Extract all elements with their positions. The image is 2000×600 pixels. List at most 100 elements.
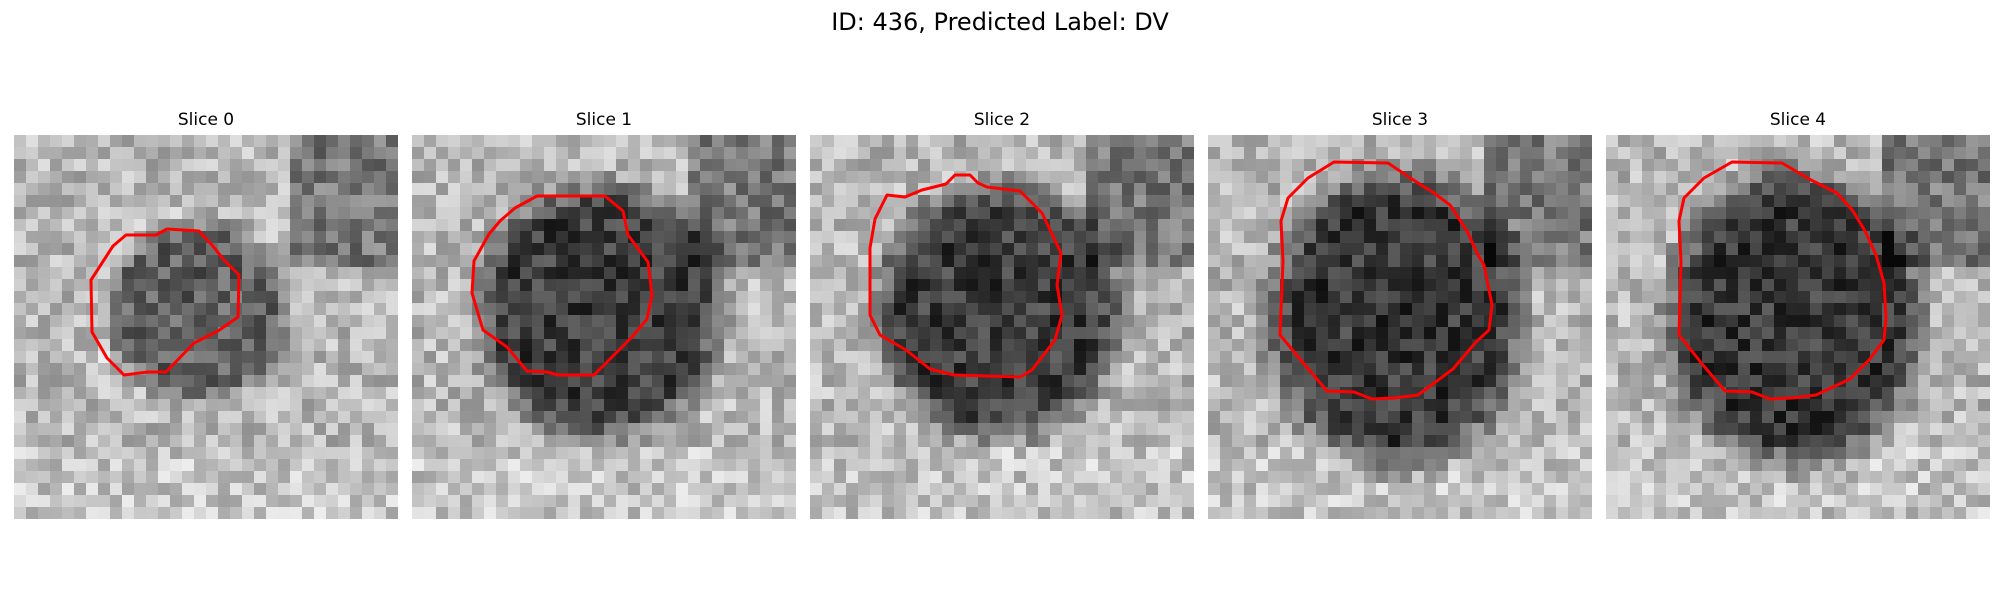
pixel [810, 279, 823, 292]
slice-image [1606, 135, 1990, 519]
pixel [1244, 483, 1257, 496]
pixel [1906, 231, 1919, 244]
pixel [1400, 495, 1413, 508]
pixel [1580, 375, 1592, 388]
pixel [1026, 219, 1039, 232]
pixel [134, 171, 147, 184]
pixel [1074, 243, 1087, 256]
pixel [1520, 363, 1533, 376]
pixel [110, 183, 123, 196]
pixel [1316, 303, 1329, 316]
pixel [314, 267, 327, 280]
pixel [386, 255, 398, 268]
pixel [834, 327, 847, 340]
pixel [664, 411, 677, 424]
pixel [942, 339, 955, 352]
pixel [604, 243, 617, 256]
pixel [496, 483, 509, 496]
pixel [1256, 279, 1269, 292]
pixel [1436, 135, 1449, 148]
pixel [1822, 423, 1835, 436]
pixel [194, 447, 207, 460]
pixel [1606, 135, 1619, 148]
pixel [760, 459, 773, 472]
pixel [760, 447, 773, 460]
pixel [98, 471, 111, 484]
pixel [1954, 135, 1967, 148]
pixel [1894, 327, 1907, 340]
pixel [146, 447, 159, 460]
pixel [688, 423, 701, 436]
pixel [1858, 255, 1871, 268]
pixel [74, 339, 87, 352]
pixel [194, 255, 207, 268]
pixel [1606, 231, 1619, 244]
pixel [460, 159, 473, 172]
pixel [1666, 375, 1679, 388]
pixel [26, 195, 39, 208]
pixel [736, 435, 749, 448]
pixel [1460, 195, 1473, 208]
pixel [1846, 315, 1859, 328]
pixel [520, 375, 533, 388]
pixel [784, 135, 796, 148]
pixel [230, 339, 243, 352]
pixel [736, 375, 749, 388]
pixel [98, 387, 111, 400]
pixel [712, 339, 725, 352]
pixel [628, 219, 641, 232]
pixel [110, 159, 123, 172]
pixel [736, 351, 749, 364]
pixel [1654, 399, 1667, 412]
pixel [1170, 483, 1183, 496]
pixel [1822, 171, 1835, 184]
pixel [1050, 495, 1063, 508]
pixel [350, 207, 363, 220]
pixel [1894, 207, 1907, 220]
pixel [1158, 375, 1171, 388]
pixel [1894, 435, 1907, 448]
pixel [1074, 315, 1087, 328]
pixel [966, 315, 979, 328]
pixel [1400, 507, 1413, 519]
pixel [1750, 267, 1763, 280]
pixel [846, 231, 859, 244]
pixel [1762, 159, 1775, 172]
pixel [218, 207, 231, 220]
pixel [1690, 411, 1703, 424]
pixel [520, 207, 533, 220]
pixel [772, 207, 785, 220]
pixel [362, 159, 375, 172]
pixel [290, 447, 303, 460]
pixel [772, 447, 785, 460]
pixel [1508, 183, 1521, 196]
pixel [822, 219, 835, 232]
pixel [206, 471, 219, 484]
pixel [1726, 339, 1739, 352]
pixel [496, 447, 509, 460]
pixel [1448, 267, 1461, 280]
pixel [870, 135, 883, 148]
pixel [1798, 291, 1811, 304]
pixel [784, 483, 796, 496]
pixel [448, 423, 461, 436]
pixel [990, 399, 1003, 412]
pixel [302, 159, 315, 172]
pixel [1580, 195, 1592, 208]
pixel [930, 471, 943, 484]
pixel [978, 267, 991, 280]
pixel [424, 255, 437, 268]
pixel [1906, 219, 1919, 232]
pixel [1340, 507, 1353, 519]
pixel [484, 483, 497, 496]
pixel [386, 387, 398, 400]
pixel [350, 387, 363, 400]
pixel [1158, 195, 1171, 208]
pixel [1376, 195, 1389, 208]
pixel [1208, 267, 1221, 280]
pixel [568, 471, 581, 484]
pixel [1158, 183, 1171, 196]
pixel [1316, 327, 1329, 340]
pixel [1050, 351, 1063, 364]
pixel [810, 363, 823, 376]
